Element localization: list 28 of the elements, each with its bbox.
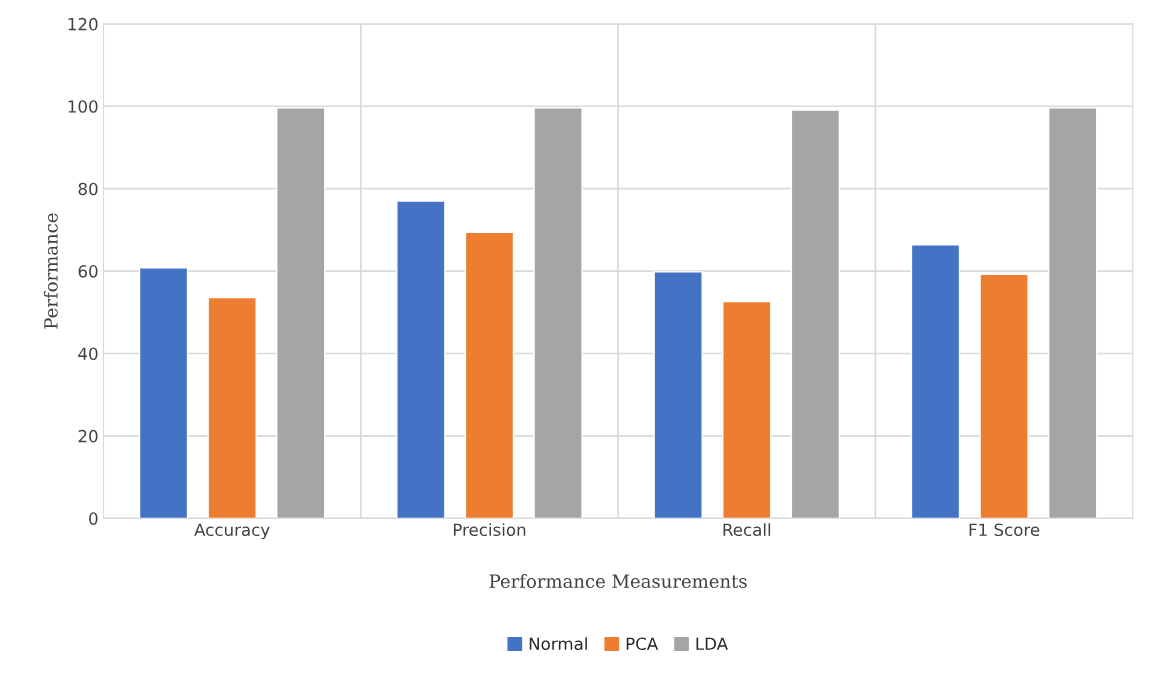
bar bbox=[396, 200, 446, 519]
x-tick-label: F1 Score bbox=[969, 523, 1040, 537]
bar bbox=[653, 271, 703, 519]
y-tick-label: 60 bbox=[78, 265, 98, 278]
bar bbox=[1047, 107, 1098, 519]
x-tick-label: Accuracy bbox=[194, 523, 270, 540]
x-axis-title: Performance Measurements bbox=[489, 574, 747, 589]
bar bbox=[464, 231, 515, 519]
bar bbox=[207, 296, 257, 519]
y-tick-label: 0 bbox=[89, 512, 98, 525]
x-tick-label: Recall bbox=[723, 523, 771, 537]
bar bbox=[979, 273, 1029, 519]
bar bbox=[533, 107, 583, 519]
legend-label: LDA bbox=[696, 637, 728, 650]
y-tick-label: 20 bbox=[78, 429, 98, 443]
y-axis-title: Performance bbox=[43, 213, 58, 329]
bar bbox=[722, 300, 772, 519]
legend-label: Normal bbox=[529, 637, 587, 651]
bar bbox=[276, 107, 326, 519]
y-tick-label: 40 bbox=[78, 347, 98, 361]
bar bbox=[138, 267, 189, 519]
legend-label: PCA bbox=[626, 637, 659, 651]
bar bbox=[790, 109, 841, 519]
x-tick-label: Precision bbox=[453, 523, 526, 537]
y-tick-label: 120 bbox=[68, 17, 98, 31]
bar bbox=[910, 244, 961, 519]
y-tick-label: 80 bbox=[78, 182, 98, 196]
y-tick-label: 100 bbox=[68, 100, 98, 113]
